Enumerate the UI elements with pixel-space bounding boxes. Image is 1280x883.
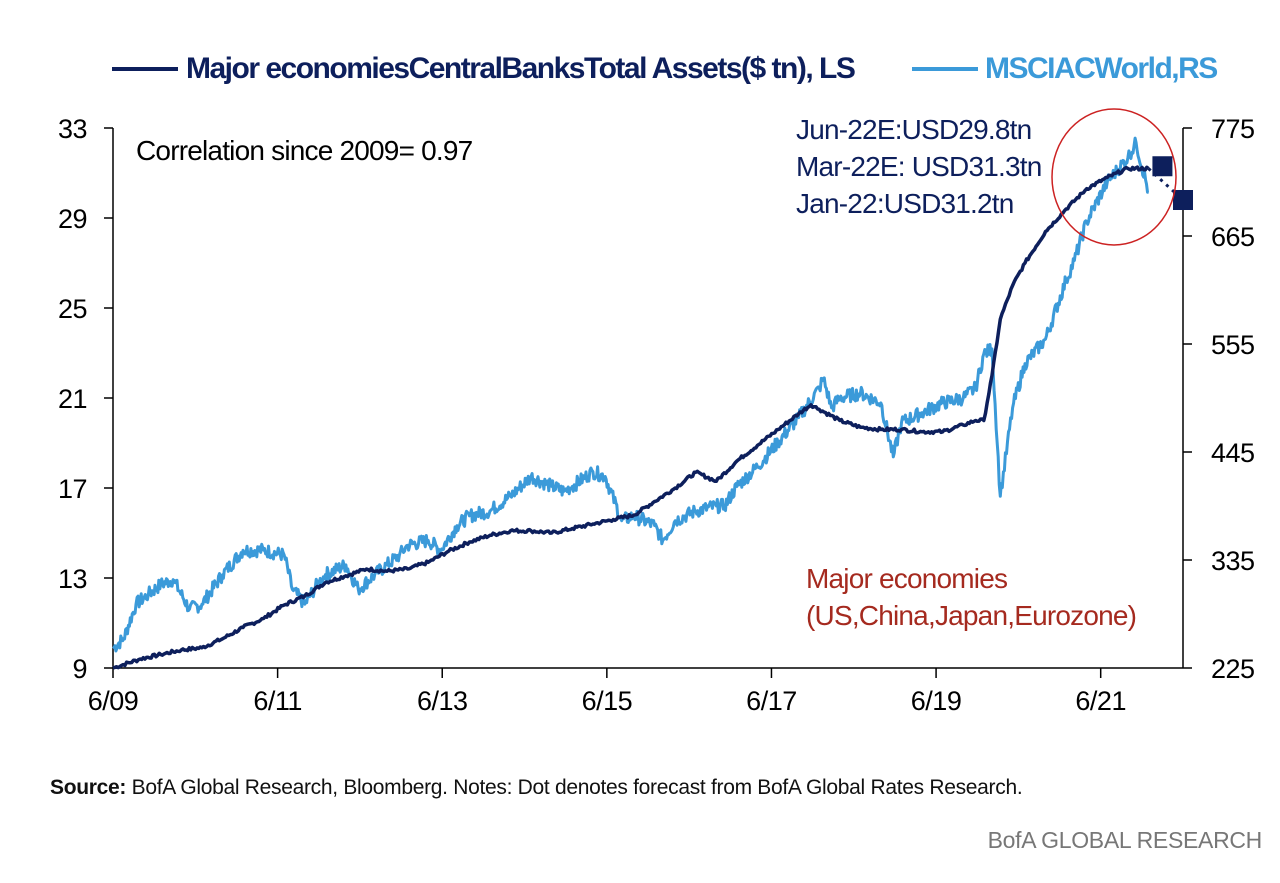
left-axis-tick-label: 29 — [58, 204, 87, 234]
x-axis-tick-label: 6/09 — [88, 686, 139, 716]
forecast-markers — [1152, 156, 1193, 210]
left-axis-tick-label: 17 — [58, 474, 87, 504]
legend: Major economiesCentralBanksTotal Assets(… — [112, 52, 1219, 85]
x-axis-tick-label: 6/17 — [746, 686, 797, 716]
x-axis-tick-label: 6/13 — [417, 686, 468, 716]
left-axis-tick-label: 33 — [58, 114, 87, 144]
forecast-annotation-jun22: Jun-22E:USD29.8tn — [796, 114, 1031, 145]
right-axis: 225 335 445 555 665 775 — [1182, 114, 1255, 684]
economies-annotation-line2: (US,China,Japan,Eurozone) — [806, 600, 1136, 631]
left-axis-tick-label: 25 — [58, 294, 87, 324]
forecast-marker — [1152, 156, 1173, 177]
highlight-circle — [1051, 108, 1177, 246]
forecast-marker — [1173, 190, 1193, 210]
right-axis-tick-label: 775 — [1211, 114, 1255, 144]
left-axis: 9 13 17 21 25 29 33 — [58, 114, 114, 684]
x-axis-tick-label: 6/15 — [582, 686, 633, 716]
x-axis-tick-label: 6/11 — [253, 686, 302, 716]
x-axis-tick-label: 6/21 — [1075, 686, 1126, 716]
series-line-msci — [112, 136, 1150, 653]
forecast-annotation-mar22: Mar-22E: USD31.3tn — [796, 151, 1042, 182]
forecast-annotation-jan22: Jan-22:USD31.2tn — [796, 188, 1014, 219]
source-note: Source: BofA Global Research, Bloomberg.… — [50, 776, 1023, 800]
right-axis-tick-label: 555 — [1211, 330, 1255, 360]
left-axis-tick-label: 21 — [58, 384, 87, 414]
footer-brand: BofA GLOBAL RESEARCH — [987, 827, 1263, 853]
legend-label-msci: MSCIACWorld,RS — [985, 52, 1217, 85]
correlation-annotation: Correlation since 2009= 0.97 — [136, 135, 473, 166]
right-axis-tick-label: 665 — [1211, 222, 1255, 252]
legend-label-cb-assets: Major economiesCentralBanksTotal Assets(… — [186, 52, 855, 85]
right-axis-tick-label: 445 — [1211, 438, 1255, 468]
chart: Major economiesCentralBanksTotal Assets(… — [58, 52, 1255, 716]
source-text: BofA Global Research, Bloomberg. Notes: … — [126, 776, 1023, 799]
x-axis: 6/09 6/11 6/13 6/15 6/17 6/19 6/21 — [88, 667, 1183, 716]
series-line-cb-assets — [112, 165, 1150, 670]
x-axis-tick-label: 6/19 — [911, 686, 962, 716]
source-label: Source: — [50, 776, 127, 799]
right-axis-tick-label: 225 — [1211, 654, 1255, 684]
right-axis-tick-label: 335 — [1211, 546, 1255, 576]
economies-annotation-line1: Major economies — [806, 563, 1007, 594]
left-axis-tick-label: 9 — [72, 654, 87, 684]
left-axis-tick-label: 13 — [58, 564, 87, 594]
